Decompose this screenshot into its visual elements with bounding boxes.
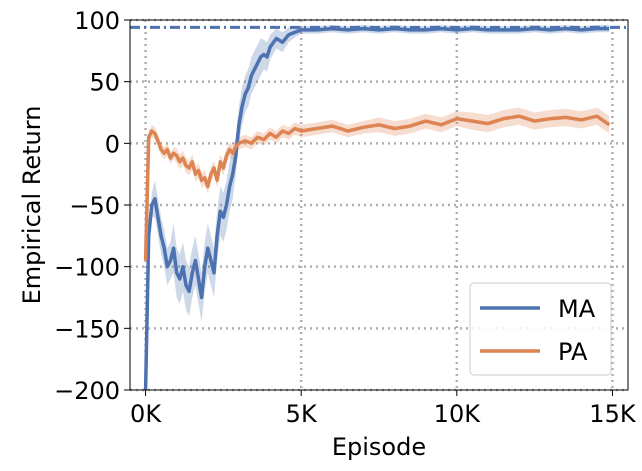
x-tick-label-3: 15K <box>589 400 637 428</box>
series-line-pa <box>143 114 611 261</box>
series-lines <box>143 26 611 390</box>
y-tick-label-1: −150 <box>54 315 120 343</box>
x-axis-ticks: 0K 5K 10K 15K <box>130 390 637 428</box>
y-tick-label-3: −50 <box>69 192 120 220</box>
y-axis-label: Empirical Return <box>18 106 46 305</box>
y-tick-label-0: −200 <box>54 377 120 405</box>
y-tick-label-4: 0 <box>105 130 120 158</box>
series-line-ma <box>143 26 610 390</box>
confidence-bands <box>145 24 610 390</box>
legend: MA PA <box>469 282 612 376</box>
y-tick-label-2: −100 <box>54 254 120 282</box>
series-band-pa <box>145 107 610 267</box>
x-axis-label: Episode <box>332 433 426 461</box>
y-tick-label-5: 50 <box>89 69 120 97</box>
y-tick-label-6: 100 <box>74 7 120 35</box>
y-axis-ticks: −200 −150 −100 −50 0 50 100 <box>54 7 130 405</box>
legend-label-ma: MA <box>558 295 596 323</box>
legend-label-pa: PA <box>558 338 588 366</box>
x-tick-label-1: 5K <box>286 400 318 428</box>
x-tick-label-2: 10K <box>434 400 482 428</box>
x-tick-label-0: 0K <box>130 400 162 428</box>
